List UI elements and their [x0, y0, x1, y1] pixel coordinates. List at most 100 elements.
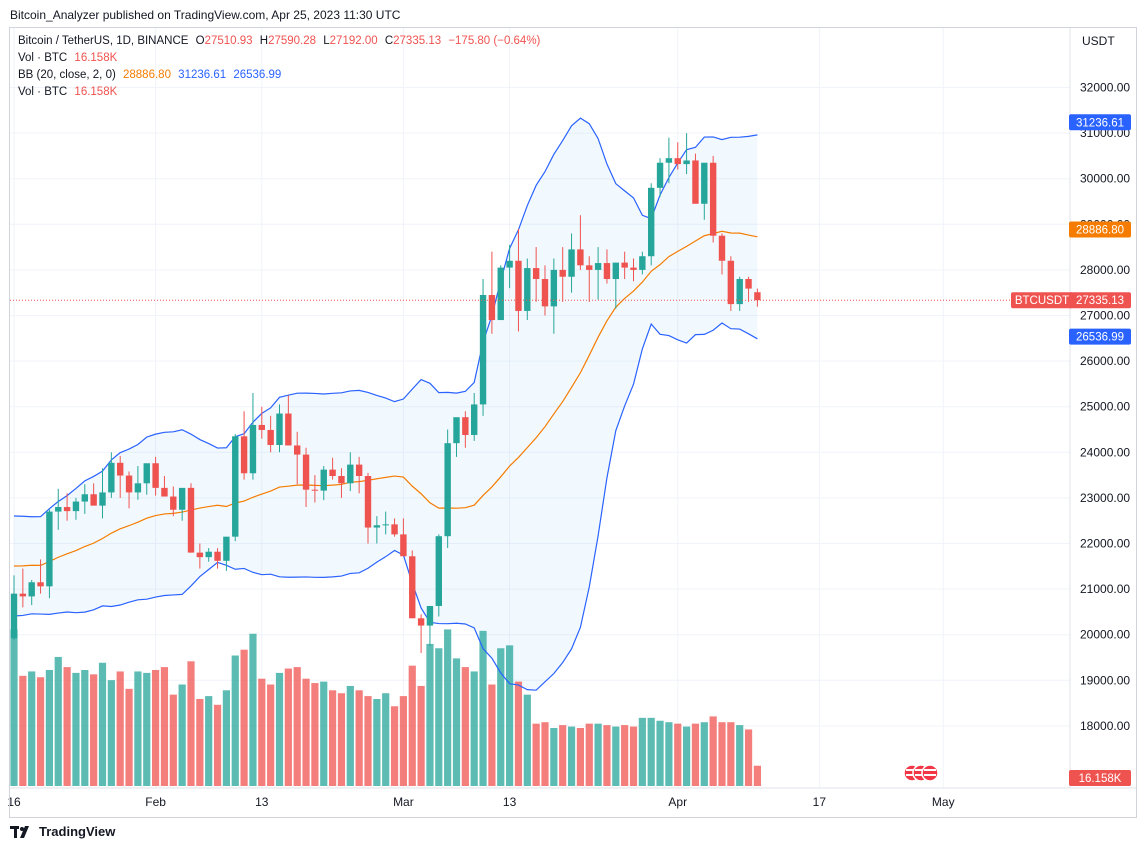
candle[interactable]	[515, 260, 522, 311]
candle[interactable]	[72, 501, 80, 512]
candle[interactable]	[187, 487, 195, 553]
candle[interactable]	[170, 496, 177, 510]
candle[interactable]	[178, 487, 186, 510]
candle[interactable]	[81, 494, 88, 502]
candle[interactable]	[223, 536, 230, 561]
candle[interactable]	[276, 413, 283, 446]
chart-frame	[9, 27, 1137, 818]
candle[interactable]	[143, 463, 150, 484]
badge-bb-upper-bg	[1069, 114, 1131, 131]
candle[interactable]	[471, 404, 478, 435]
candle[interactable]	[497, 267, 504, 321]
bb-upper-line	[13, 117, 758, 518]
volume-bar	[10, 629, 18, 786]
y-tick-label: 18000.00	[1080, 719, 1130, 733]
volume-bar	[54, 656, 62, 786]
candle[interactable]	[10, 593, 18, 639]
candle[interactable]	[577, 249, 584, 266]
candle[interactable]	[718, 235, 726, 261]
candle[interactable]	[541, 279, 549, 307]
candle[interactable]	[426, 605, 434, 626]
candle[interactable]	[674, 158, 681, 165]
candle[interactable]	[736, 279, 743, 305]
candle[interactable]	[683, 160, 690, 165]
candle[interactable]	[338, 476, 345, 484]
candle[interactable]	[559, 269, 566, 277]
candle[interactable]	[152, 463, 159, 488]
candle[interactable]	[479, 294, 487, 405]
candle[interactable]	[99, 492, 106, 506]
candle[interactable]	[391, 524, 398, 535]
candle[interactable]	[727, 260, 735, 305]
candle[interactable]	[586, 265, 593, 270]
candle[interactable]	[745, 279, 752, 289]
tradingview-footer[interactable]: TradingView	[10, 824, 115, 839]
candle[interactable]	[364, 476, 372, 528]
candle[interactable]	[19, 593, 27, 597]
candle[interactable]	[267, 429, 274, 446]
candle[interactable]	[417, 618, 425, 626]
volume-bar	[19, 675, 27, 786]
candle[interactable]	[320, 469, 327, 491]
candle[interactable]	[453, 417, 460, 444]
candle[interactable]	[488, 294, 496, 321]
candle[interactable]	[656, 162, 664, 188]
candle[interactable]	[28, 582, 35, 597]
volume-bar	[753, 765, 761, 786]
candle[interactable]	[161, 487, 168, 497]
candle[interactable]	[329, 469, 336, 477]
candle[interactable]	[249, 424, 257, 474]
candle[interactable]	[621, 262, 628, 268]
candle[interactable]	[665, 158, 673, 163]
candle[interactable]	[524, 268, 531, 311]
volume-bar	[231, 655, 239, 786]
candle[interactable]	[117, 462, 124, 476]
candle[interactable]	[294, 445, 301, 455]
candle[interactable]	[90, 494, 97, 506]
candle[interactable]	[409, 556, 416, 619]
candle[interactable]	[355, 464, 363, 477]
candle[interactable]	[302, 454, 310, 490]
candle[interactable]	[258, 424, 265, 430]
candle[interactable]	[435, 536, 442, 606]
candle[interactable]	[532, 268, 540, 280]
candle[interactable]	[568, 249, 575, 277]
candle[interactable]	[444, 443, 451, 537]
candle[interactable]	[506, 260, 513, 268]
candle[interactable]	[603, 263, 611, 280]
badge-bb-lower: 26536.99	[1076, 332, 1124, 344]
candle[interactable]	[37, 582, 44, 587]
candle[interactable]	[594, 263, 602, 270]
candle[interactable]	[63, 507, 71, 512]
candle[interactable]	[311, 489, 319, 491]
candle[interactable]	[46, 511, 53, 587]
volume-bar	[390, 706, 399, 786]
candle[interactable]	[125, 475, 133, 493]
candle[interactable]	[630, 267, 637, 270]
candle[interactable]	[692, 160, 699, 204]
candle[interactable]	[462, 417, 469, 435]
candle[interactable]	[382, 524, 389, 526]
candle[interactable]	[134, 483, 142, 493]
candle[interactable]	[205, 551, 212, 558]
candle[interactable]	[400, 534, 407, 557]
candle[interactable]	[214, 551, 221, 561]
candle[interactable]	[232, 436, 239, 537]
candle[interactable]	[108, 462, 115, 493]
candle[interactable]	[612, 262, 619, 280]
candle[interactable]	[373, 525, 381, 528]
candle[interactable]	[196, 552, 204, 558]
candle[interactable]	[285, 413, 292, 446]
candle[interactable]	[754, 292, 761, 301]
candle[interactable]	[347, 464, 354, 484]
volume-value-2: 16.158K	[74, 86, 118, 98]
candle[interactable]	[550, 269, 558, 307]
candle[interactable]	[639, 256, 646, 270]
candle[interactable]	[648, 187, 655, 257]
y-tick-label: 27000.00	[1080, 309, 1130, 323]
candle[interactable]	[709, 162, 717, 236]
candle[interactable]	[55, 507, 62, 512]
candle[interactable]	[240, 436, 248, 474]
candle[interactable]	[701, 162, 708, 204]
